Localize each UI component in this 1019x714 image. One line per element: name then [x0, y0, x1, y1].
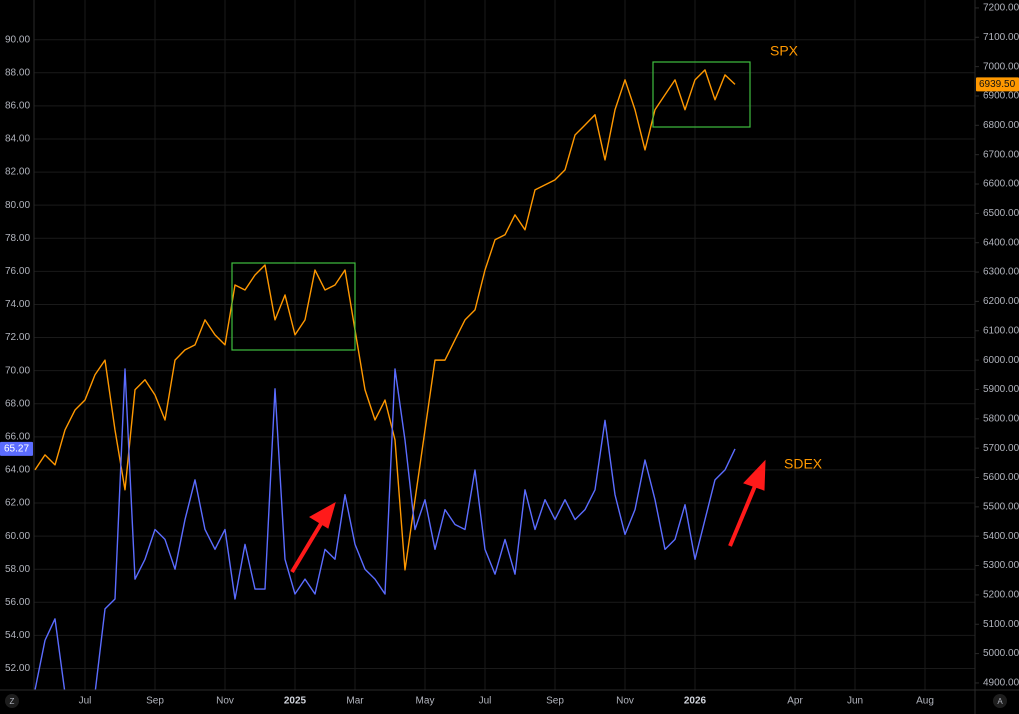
price-tag: [0, 441, 33, 456]
y2-tick-label: 6300.00: [983, 267, 1019, 278]
y2-tick-label: 6200.00: [983, 296, 1019, 307]
y-tick-label: 88.00: [5, 67, 30, 78]
y-tick-label: 62.00: [5, 498, 30, 509]
control-button[interactable]: [993, 694, 1007, 708]
y2-tick-label: 5900.00: [983, 384, 1019, 395]
y2-tick-label: 7000.00: [983, 61, 1019, 72]
y2-tick-label: 6000.00: [983, 355, 1019, 366]
y-tick-label: 60.00: [5, 531, 30, 542]
y2-tick-label: 5300.00: [983, 560, 1019, 571]
y-tick-label: 52.00: [5, 663, 30, 674]
y-tick-label: 70.00: [5, 365, 30, 376]
y-tick-label: 82.00: [5, 167, 30, 178]
x-tick-label: Sep: [546, 696, 564, 707]
x-tick-label: Nov: [616, 696, 634, 707]
x-tick-label: 2025: [284, 696, 307, 707]
y2-tick-label: 5600.00: [983, 472, 1019, 483]
y-tick-label: 80.00: [5, 200, 30, 211]
control-label[interactable]: A: [997, 697, 1003, 706]
price-label: 6939.50: [979, 79, 1016, 90]
y2-tick-label: 5500.00: [983, 502, 1019, 513]
price-tag: [976, 77, 1019, 92]
plot: [34, 69, 736, 690]
y2-tick-label: 6600.00: [983, 179, 1019, 190]
highlight-box: [231, 262, 356, 351]
y2-tick-label: 7100.00: [983, 32, 1019, 43]
y-tick-label: 58.00: [5, 564, 30, 575]
series-line: [34, 69, 736, 571]
y2-tick-label: 6700.00: [983, 149, 1019, 160]
y-tick-label: 68.00: [5, 398, 30, 409]
annotation: SDEX: [784, 456, 823, 472]
arrow: [290, 501, 336, 574]
y2-tick-label: 5000.00: [983, 648, 1019, 659]
y2-tick-label: 5200.00: [983, 590, 1019, 601]
series-line: [34, 368, 736, 690]
y2-tick-label: 7200.00: [983, 3, 1019, 14]
x-tick-label: May: [416, 696, 435, 707]
y-tick-label: 78.00: [5, 233, 30, 244]
x-tick-label: Sep: [146, 696, 164, 707]
y2-tick-label: 5400.00: [983, 531, 1019, 542]
x-tick-label: Mar: [346, 696, 364, 707]
highlight-box: [652, 61, 751, 128]
y-tick-label: 72.00: [5, 332, 30, 343]
x-tick-label: Nov: [216, 696, 234, 707]
arrow: [728, 459, 766, 547]
y-tick-label: 84.00: [5, 134, 30, 145]
y2-tick-label: 6500.00: [983, 208, 1019, 219]
y-tick-label: 90.00: [5, 34, 30, 45]
y2-tick-label: 6400.00: [983, 237, 1019, 248]
axes: 52.00 54.00 56.00 58.00 60.00 62.00 64.00 66.00…: [0, 3, 1019, 707]
y2-tick-label: 5100.00: [983, 619, 1019, 630]
y2-tick-label: 6100.00: [983, 325, 1019, 336]
y-tick-label: 76.00: [5, 266, 30, 277]
y2-tick-label: 5700.00: [983, 443, 1019, 454]
y2-tick-label: 6900.00: [983, 91, 1019, 102]
y-tick-label: 64.00: [5, 465, 30, 476]
y2-tick-label: 5800.00: [983, 413, 1019, 424]
price-label: 65.27: [4, 444, 29, 455]
x-tick-label: Jun: [847, 696, 863, 707]
y-tick-label: 66.00: [5, 431, 30, 442]
control-button[interactable]: [5, 694, 19, 708]
x-tick-label: Apr: [787, 696, 803, 707]
y-tick-label: 54.00: [5, 630, 30, 641]
y-tick-label: 74.00: [5, 299, 30, 310]
control-label[interactable]: Z: [10, 697, 15, 706]
x-tick-label: Jul: [479, 696, 492, 707]
y2-tick-label: 4900.00: [983, 678, 1019, 689]
annotation: SPX: [770, 43, 799, 59]
y-tick-label: 56.00: [5, 597, 30, 608]
x-tick-label: 2026: [684, 696, 707, 707]
y-tick-label: 86.00: [5, 101, 30, 112]
x-tick-label: Aug: [916, 696, 934, 707]
y2-tick-label: 6800.00: [983, 120, 1019, 131]
x-tick-label: Jul: [79, 696, 92, 707]
